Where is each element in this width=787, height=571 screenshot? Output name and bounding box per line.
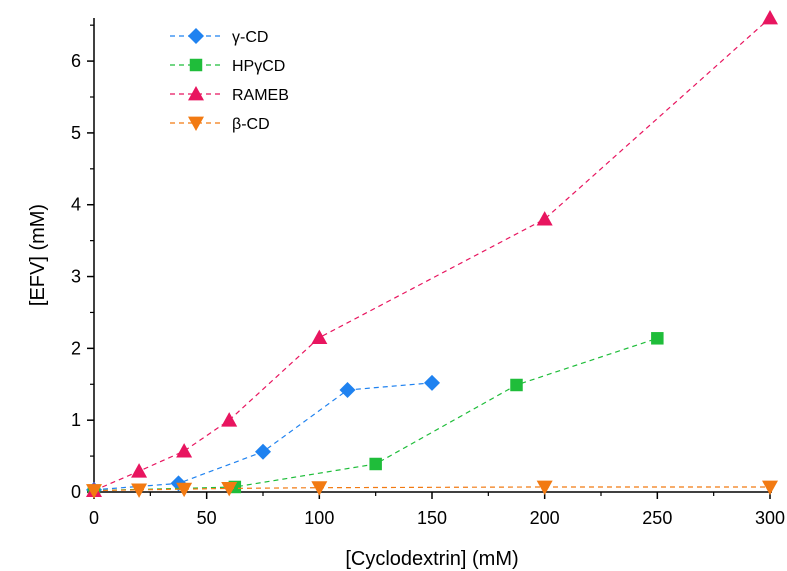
series-1-point [651, 332, 664, 345]
x-axis-title: [Cyclodextrin] (mM) [345, 548, 518, 570]
series-3-point [86, 484, 102, 499]
legend-item: γ-CD [170, 28, 268, 46]
series-2-point [536, 211, 553, 226]
series-2-point [131, 463, 148, 478]
series-0 [86, 374, 440, 498]
y-tick-label: 2 [71, 338, 81, 358]
series-layer [86, 10, 778, 499]
series-3-point [131, 483, 148, 498]
legend-item: RAMEB [170, 86, 289, 104]
series-1-point [369, 457, 382, 471]
series-3 [86, 480, 778, 499]
y-tick-label: 4 [71, 195, 81, 215]
legend-label: β-CD [232, 116, 270, 133]
series-0-point [255, 443, 271, 460]
series-2-point [221, 412, 238, 427]
series-3-point [221, 482, 238, 497]
series-3-point [762, 480, 778, 495]
legend-marker [188, 28, 204, 44]
legend-marker [188, 86, 204, 101]
series-1-point [510, 378, 523, 392]
y-tick-label: 6 [71, 51, 81, 71]
legend-label: γ-CD [232, 29, 268, 46]
series-3-point [311, 481, 328, 496]
x-tick-label: 100 [304, 508, 334, 528]
y-tick-label: 5 [71, 123, 81, 143]
y-tick-label: 3 [71, 267, 81, 287]
series-2-point [311, 329, 328, 344]
legend-label: HPγCD [232, 58, 285, 75]
legend-item: HPγCD [170, 58, 285, 75]
legend: γ-CD HPγCD RAMEB β-CD [170, 28, 289, 133]
x-tick-label: 200 [530, 508, 560, 528]
x-tick-label: 150 [417, 508, 447, 528]
y-axis-title: [EFV] (mM) [27, 204, 49, 306]
series-1 [87, 332, 664, 497]
axes: 0 50 100 150 200 250 300 0 1 2 3 4 5 6 [71, 18, 785, 528]
x-tick-label: 250 [642, 508, 672, 528]
x-tick-label: 50 [197, 508, 217, 528]
legend-marker [189, 58, 203, 72]
series-2 [86, 10, 778, 497]
y-tick-label: 0 [71, 482, 81, 502]
series-0-point [339, 382, 356, 399]
x-tick-label: 0 [89, 508, 99, 528]
legend-marker [188, 116, 204, 131]
series-3-point [536, 480, 553, 495]
legend-item: β-CD [170, 116, 270, 133]
x-tick-label: 300 [755, 508, 785, 528]
series-3-point [176, 482, 193, 498]
series-2-point [176, 443, 193, 458]
y-ticks: 0 1 2 3 4 5 6 [71, 24, 94, 502]
x-ticks: 0 50 100 150 200 250 300 [89, 492, 785, 528]
y-tick-label: 1 [71, 410, 81, 430]
series-0-point [424, 374, 440, 391]
series-2-point [762, 10, 778, 25]
legend-label: RAMEB [232, 87, 289, 104]
